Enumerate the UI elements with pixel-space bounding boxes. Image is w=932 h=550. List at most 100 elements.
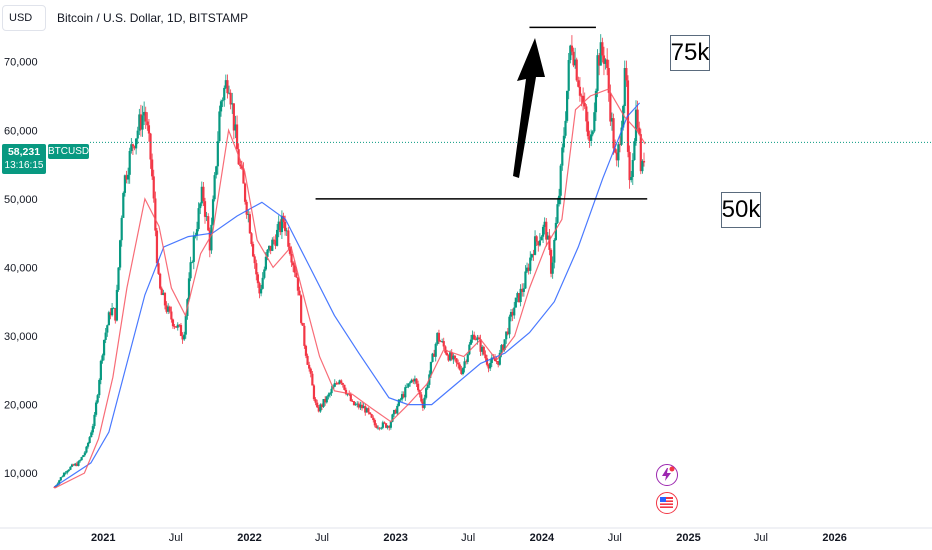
candle-body <box>247 214 250 216</box>
candle-body <box>578 86 582 96</box>
candle-body <box>540 236 543 241</box>
candle-body <box>562 135 566 148</box>
x-tick-label: 2023 <box>383 532 407 544</box>
candle-body <box>450 352 453 360</box>
candle-body <box>343 384 346 390</box>
candle-body <box>271 239 274 251</box>
candle-body <box>86 442 90 447</box>
candle-body <box>479 339 482 352</box>
candle-body <box>460 369 463 374</box>
currency-button[interactable]: USD <box>2 5 46 31</box>
candle-body <box>468 344 471 355</box>
candle-body <box>109 312 112 316</box>
candle-body <box>309 368 312 374</box>
candle-body <box>444 346 447 353</box>
candle-body <box>301 322 304 326</box>
candle-body <box>66 470 69 473</box>
candle-body <box>532 254 535 255</box>
candle-body <box>248 214 251 234</box>
candle-body <box>304 345 308 356</box>
candle-body <box>264 256 267 270</box>
us-flag-icon[interactable] <box>656 492 678 514</box>
candle-body <box>251 244 255 257</box>
currency-label: USD <box>9 12 33 24</box>
candle-body <box>319 404 322 412</box>
candle-body <box>170 311 173 320</box>
candle-body <box>630 176 633 181</box>
candle-body <box>107 312 110 326</box>
lightning-icon[interactable] <box>656 464 678 486</box>
candle-body <box>104 332 107 340</box>
candle-body <box>83 452 86 456</box>
candle-body <box>575 59 578 81</box>
candle-body <box>136 130 139 139</box>
candle-body <box>320 404 324 407</box>
candle-body <box>187 278 191 300</box>
candle-body <box>466 354 469 362</box>
x-tick-label: 2024 <box>530 532 555 544</box>
candle-body <box>162 292 165 295</box>
candle-body <box>582 95 585 103</box>
candle-body <box>588 136 591 141</box>
candle-body <box>449 352 452 361</box>
candle-body <box>199 203 202 209</box>
candle-body <box>91 426 94 433</box>
candle-body <box>333 383 336 387</box>
candle-body <box>266 249 269 257</box>
upper-level-label[interactable]: 75k <box>670 35 710 71</box>
candle-body <box>279 221 282 233</box>
candle-body <box>167 306 170 312</box>
candle-body <box>641 161 644 172</box>
candle-body <box>77 461 80 466</box>
candle-body <box>567 59 570 91</box>
candle-body <box>525 267 529 272</box>
candle-body <box>642 161 646 163</box>
candle-body <box>263 269 266 278</box>
candle-body <box>296 277 300 291</box>
candle-body <box>221 100 224 102</box>
candle-body <box>359 404 362 408</box>
x-tick-label: 2022 <box>237 532 261 544</box>
candle-body <box>574 59 577 66</box>
candle-body <box>268 245 271 250</box>
candle-body <box>324 399 327 403</box>
candle-body <box>231 103 234 105</box>
candle-body <box>408 382 412 384</box>
candle-body <box>62 472 66 477</box>
candle-body <box>133 146 136 149</box>
x-tick-label: Jul <box>315 532 329 544</box>
candle-body <box>400 394 404 400</box>
candle-body <box>591 131 594 135</box>
candle-body <box>250 233 253 245</box>
candle-body <box>213 175 216 200</box>
candle-body <box>288 246 292 254</box>
candle-body <box>165 305 168 312</box>
x-tick-label: 2021 <box>91 532 115 544</box>
candle-body <box>612 118 615 149</box>
candle-body <box>152 176 155 199</box>
candle-body <box>115 289 118 321</box>
candle-body <box>598 55 601 66</box>
candle-body <box>106 325 109 333</box>
candle-body <box>114 308 117 321</box>
lower-level-label[interactable]: 50k <box>721 192 761 228</box>
candle-body <box>253 256 256 264</box>
candle-body <box>505 331 508 340</box>
candle-body <box>141 115 144 130</box>
candle-body <box>290 253 293 263</box>
candle-body <box>551 262 554 274</box>
candle-body <box>530 254 533 258</box>
candle-body <box>599 42 602 66</box>
candle-body <box>327 394 330 397</box>
candle-body <box>549 249 553 274</box>
candle-body <box>469 339 473 345</box>
candle-body <box>207 216 210 231</box>
candle-body <box>101 355 104 361</box>
candle-body <box>344 389 348 395</box>
candle-body <box>412 379 415 382</box>
candle-body <box>102 339 106 356</box>
candle-body <box>184 315 187 335</box>
candle-body <box>376 427 380 429</box>
candle-body <box>243 183 247 202</box>
